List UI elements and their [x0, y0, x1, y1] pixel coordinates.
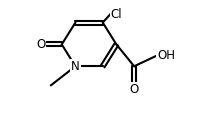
Text: O: O: [36, 38, 45, 51]
Text: Cl: Cl: [111, 8, 122, 21]
Text: N: N: [71, 60, 80, 73]
Text: OH: OH: [157, 49, 175, 62]
Text: O: O: [130, 83, 139, 96]
